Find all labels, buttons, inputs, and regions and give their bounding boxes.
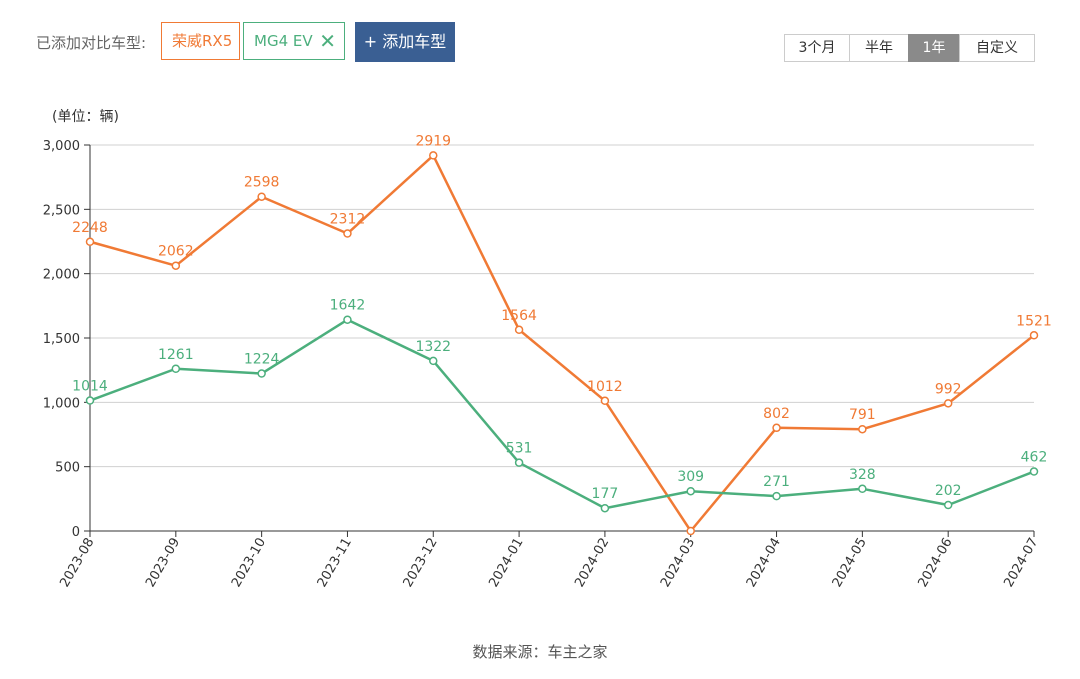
data-point: [1029, 331, 1039, 340]
x-tick-label: 2024-05: [830, 536, 870, 591]
x-tick-label: 2023-11: [315, 536, 355, 591]
x-tick-label: 2024-02: [572, 536, 612, 591]
data-point: [600, 503, 610, 513]
data-point: [686, 526, 695, 536]
data-label: 1012: [587, 379, 623, 395]
y-tick-label: 2,500: [43, 203, 80, 218]
data-point: [257, 192, 266, 201]
data-point: [943, 399, 953, 408]
data-label: 791: [849, 407, 876, 423]
data-label: 309: [677, 469, 704, 485]
x-tick-label: 2023-08: [57, 536, 97, 591]
y-tick-label: 500: [55, 461, 80, 476]
data-label: 802: [763, 406, 790, 422]
data-label: 2312: [330, 212, 366, 228]
data-point: [772, 423, 781, 433]
data-label: 177: [592, 486, 619, 502]
y-unit-label: (单位：辆): [52, 109, 119, 125]
compare-model-chip-roewe-rx5[interactable]: 荣威RX5: [161, 22, 240, 60]
series-line-1: [89, 318, 1035, 510]
data-label: 202: [935, 483, 962, 499]
compare-model-name: MG4 EV: [254, 32, 313, 50]
series-line-0: [89, 154, 1035, 533]
data-point: [943, 500, 953, 510]
data-point: [1029, 467, 1039, 476]
y-tick-label: 0: [72, 525, 80, 540]
x-tick-label: 2024-01: [486, 536, 526, 591]
data-label: 1642: [330, 298, 366, 314]
data-point: [85, 237, 95, 247]
data-source: 数据来源：车主之家: [472, 643, 608, 661]
data-label: 1521: [1016, 313, 1052, 329]
time-range-tabs: 3个月 半年 1年 自定义: [784, 34, 1035, 62]
range-tab-1-year[interactable]: 1年: [908, 34, 960, 62]
data-label: 2248: [72, 220, 108, 236]
data-point: [343, 229, 352, 238]
data-point: [772, 491, 781, 501]
compare-bar: 已添加对比车型: 荣威RX5 MG4 EV ✕ + 添加车型: [0, 22, 1080, 62]
compare-model-chip-mg4-ev[interactable]: MG4 EV ✕: [243, 22, 345, 60]
x-tick-label: 2024-03: [658, 536, 698, 591]
data-point: [429, 356, 438, 366]
data-point: [686, 486, 695, 496]
data-label: 271: [763, 474, 790, 490]
data-label: 2598: [244, 175, 280, 191]
close-icon[interactable]: ✕: [319, 29, 336, 53]
x-tick-label: 2024-07: [1001, 536, 1041, 591]
data-label: 992: [935, 381, 962, 397]
data-label: 462: [1021, 450, 1048, 466]
x-tick-label: 2023-10: [229, 536, 269, 591]
y-tick-label: 3,000: [43, 139, 80, 154]
data-label: 531: [506, 441, 533, 457]
y-tick-label: 1,000: [43, 396, 80, 411]
data-point: [514, 325, 524, 335]
data-label: 1322: [415, 339, 451, 355]
y-tick-label: 2,000: [43, 268, 80, 283]
data-point: [85, 396, 95, 405]
compare-label: 已添加对比车型:: [36, 34, 147, 52]
add-model-button[interactable]: + 添加车型: [355, 22, 455, 62]
range-tab-custom[interactable]: 自定义: [959, 34, 1035, 62]
data-point: [429, 151, 438, 160]
data-label: 1261: [158, 347, 194, 363]
y-tick-label: 1,500: [43, 332, 80, 347]
range-tab-half-year[interactable]: 半年: [849, 34, 909, 62]
data-label: 1224: [244, 352, 280, 368]
data-label: 2062: [158, 244, 194, 260]
data-point: [858, 484, 867, 494]
data-label: 1014: [72, 379, 108, 395]
compare-model-name: 荣威RX5: [172, 32, 233, 50]
x-tick-label: 2024-06: [915, 536, 955, 591]
data-point: [257, 369, 266, 378]
data-point: [600, 396, 610, 406]
x-tick-label: 2024-04: [744, 536, 784, 591]
data-point: [343, 315, 352, 324]
data-label: 1564: [501, 308, 537, 324]
range-tab-3-months[interactable]: 3个月: [784, 34, 850, 62]
data-label: 328: [849, 467, 876, 483]
data-point: [171, 364, 181, 374]
data-point: [514, 458, 524, 467]
data-point: [858, 424, 867, 434]
data-label: 2919: [415, 133, 451, 149]
data-point: [171, 261, 181, 270]
x-tick-label: 2023-12: [401, 536, 441, 591]
x-tick-label: 2023-09: [143, 536, 183, 591]
